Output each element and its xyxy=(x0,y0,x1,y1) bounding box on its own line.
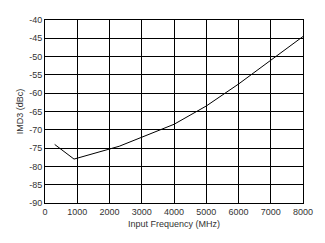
svg-text:-40: -40 xyxy=(29,15,42,25)
svg-text:IMD3 (dBc): IMD3 (dBc) xyxy=(15,89,25,135)
svg-text:7000: 7000 xyxy=(261,207,281,217)
svg-text:2000: 2000 xyxy=(99,207,119,217)
svg-text:3000: 3000 xyxy=(132,207,152,217)
svg-text:1000: 1000 xyxy=(67,207,87,217)
svg-text:6000: 6000 xyxy=(228,207,248,217)
svg-text:-60: -60 xyxy=(29,88,42,98)
svg-text:-80: -80 xyxy=(29,162,42,172)
svg-text:-85: -85 xyxy=(29,180,42,190)
svg-text:4000: 4000 xyxy=(164,207,184,217)
svg-text:-45: -45 xyxy=(29,33,42,43)
svg-text:Input Frequency (MHz): Input Frequency (MHz) xyxy=(128,219,220,229)
svg-text:-75: -75 xyxy=(29,143,42,153)
svg-text:-65: -65 xyxy=(29,107,42,117)
svg-text:-70: -70 xyxy=(29,125,42,135)
svg-text:-55: -55 xyxy=(29,70,42,80)
svg-text:8000: 8000 xyxy=(293,207,313,217)
svg-text:-90: -90 xyxy=(29,198,42,208)
svg-text:-50: -50 xyxy=(29,52,42,62)
svg-text:0: 0 xyxy=(42,207,47,217)
svg-text:5000: 5000 xyxy=(196,207,216,217)
